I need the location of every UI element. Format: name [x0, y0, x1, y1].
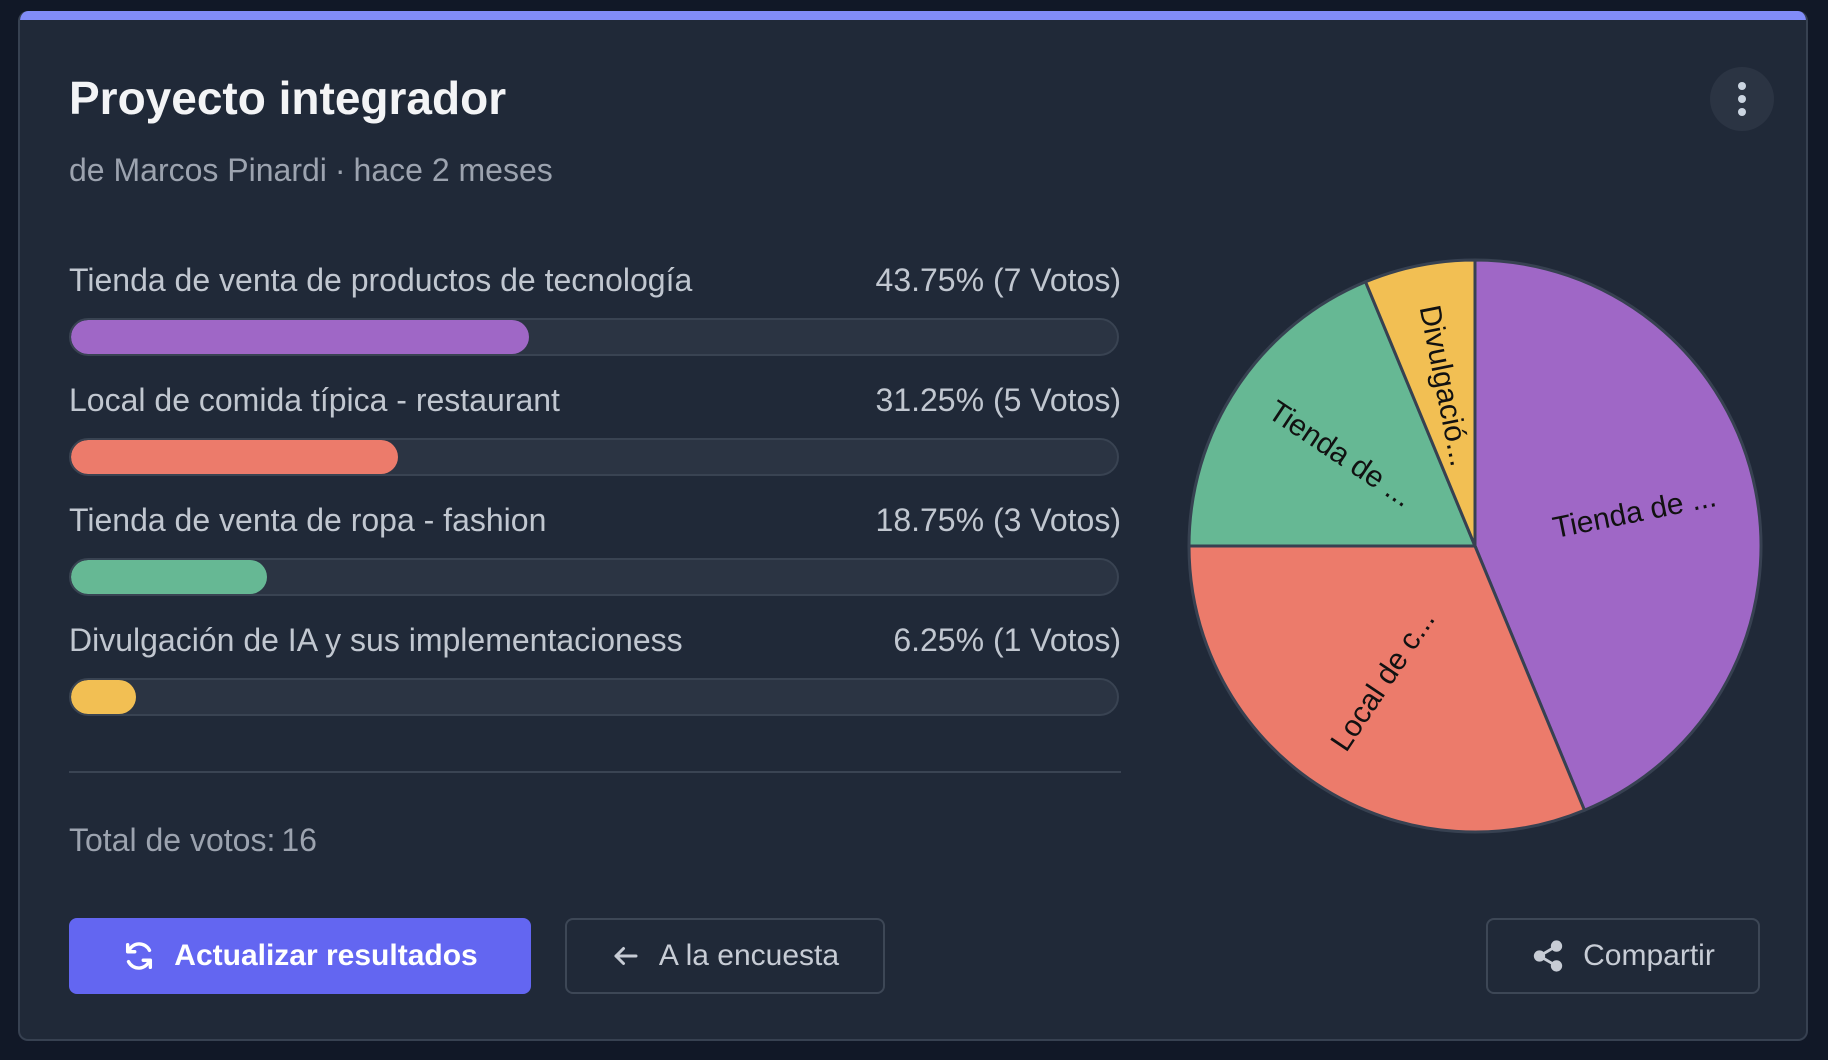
poll-author: de Marcos Pinardi: [69, 152, 327, 188]
pie-chart-svg: Tienda de ...Local de c...Tienda de ...D…: [1187, 258, 1763, 834]
option-result: 31.25% (5 Votos): [875, 382, 1121, 418]
pie-slice: [1187, 279, 1478, 548]
poll-results-card: Proyecto integrador de Marcos Pinardi · ha…: [18, 11, 1808, 1041]
share-button[interactable]: Compartir: [1486, 918, 1760, 994]
poll-option: Tienda de venta de productos de tecnolog…: [69, 261, 1121, 381]
option-progress-track: [69, 438, 1119, 476]
back-to-poll-button[interactable]: A la encuesta: [565, 918, 885, 994]
total-votes-value: 16: [281, 822, 317, 858]
total-votes-label: Total de votos:: [69, 822, 276, 858]
option-progress-track: [69, 558, 1119, 596]
option-progress-fill: [71, 320, 529, 354]
option-progress-track: [69, 678, 1119, 716]
option-result: 6.25% (1 Votos): [893, 622, 1121, 658]
option-progress-track: [69, 318, 1119, 356]
share-icon: [1531, 939, 1565, 973]
kebab-menu-icon: [1738, 95, 1746, 103]
total-votes: Total de votos: 16: [69, 821, 317, 859]
option-label: Tienda de venta de ropa - fashion: [69, 502, 547, 538]
meta-separator: ·: [334, 152, 346, 188]
poll-option: Tienda de venta de ropa - fashion 18.75%…: [69, 501, 1121, 621]
more-options-button[interactable]: [1710, 67, 1774, 131]
divider: [69, 771, 1121, 773]
option-result: 18.75% (3 Votos): [875, 502, 1121, 538]
share-button-label: Compartir: [1583, 939, 1715, 972]
option-progress-fill: [71, 440, 398, 474]
poll-option: Divulgación de IA y sus implementaciones…: [69, 621, 1121, 741]
refresh-results-button[interactable]: Actualizar resultados: [69, 918, 531, 994]
option-progress-fill: [71, 680, 137, 714]
pie-slice: [1363, 258, 1477, 547]
option-result: 43.75% (7 Votos): [875, 262, 1121, 298]
poll-options-list: Tienda de venta de productos de tecnolog…: [69, 261, 1121, 741]
pie-slice: [1473, 258, 1763, 813]
back-button-label: A la encuesta: [658, 939, 840, 972]
option-label: Local de comida típica - restaurant: [69, 382, 560, 418]
refresh-button-label: Actualizar resultados: [174, 939, 478, 972]
option-label: Divulgación de IA y sus implementaciones…: [69, 622, 683, 658]
kebab-menu-icon: [1738, 108, 1746, 116]
card-accent-bar: [20, 11, 1806, 20]
poll-title: Proyecto integrador: [69, 72, 507, 124]
pie-slice: [1187, 544, 1587, 834]
poll-option: Local de comida típica - restaurant 31.2…: [69, 381, 1121, 501]
results-pie-chart: Tienda de ... Local de c... Tienda de ... D…: [1180, 251, 1770, 841]
poll-time-ago: hace 2 meses: [353, 152, 553, 188]
refresh-icon: [122, 939, 156, 973]
option-label: Tienda de venta de productos de tecnolog…: [69, 262, 693, 298]
poll-meta: de Marcos Pinardi · hace 2 meses: [69, 151, 553, 189]
arrow-left-icon: [611, 941, 641, 971]
option-progress-fill: [71, 560, 268, 594]
kebab-menu-icon: [1738, 82, 1746, 90]
